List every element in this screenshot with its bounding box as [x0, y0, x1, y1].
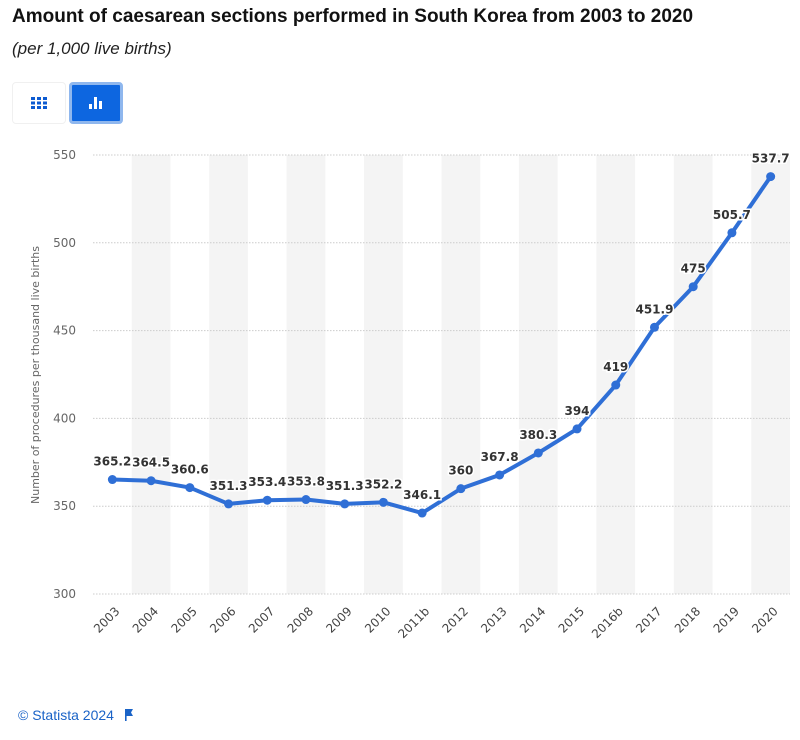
data-point	[262, 495, 272, 505]
x-tick-label: 2009	[323, 604, 354, 635]
x-tick-label: 2016b	[589, 604, 626, 641]
data-label: 364.5	[132, 456, 170, 470]
category-band	[364, 155, 403, 594]
data-label: 351.3	[326, 479, 364, 493]
data-point	[611, 380, 621, 390]
x-tick-label: 2012	[439, 604, 470, 635]
category-band	[131, 155, 171, 594]
data-label: 353.8	[287, 475, 325, 489]
data-label: 451.9	[635, 302, 673, 316]
data-label: 380.3	[519, 428, 557, 442]
x-tick-label: 2018	[672, 604, 703, 635]
data-point	[340, 499, 350, 509]
data-point	[727, 228, 737, 238]
x-tick-label: 2008	[285, 604, 316, 635]
data-point	[688, 282, 698, 292]
line-chart: 300 350 400 450 500 550 Number of procedures p…	[29, 148, 791, 641]
y-tick-label: 450	[53, 324, 76, 338]
x-tick-label: 2019	[711, 604, 742, 635]
data-label: 353.4	[248, 475, 286, 489]
flag-icon[interactable]	[124, 709, 134, 721]
category-band	[441, 155, 481, 594]
x-tick-label: 2010	[362, 604, 393, 635]
data-point	[572, 424, 582, 434]
series-line	[110, 174, 773, 516]
chart-subtitle: (per 1,000 live births)	[12, 39, 172, 58]
data-point	[649, 322, 659, 332]
x-tick-label: 2005	[168, 604, 199, 635]
chart-title: Amount of caesarean sections performed i…	[12, 6, 694, 27]
data-point	[146, 476, 156, 486]
footer: © Statista 2024	[18, 707, 134, 723]
chart-view-button[interactable]	[69, 82, 123, 124]
data-label: 360.6	[171, 463, 209, 477]
x-tick-label: 2013	[478, 604, 509, 635]
data-label: 505.7	[713, 208, 751, 222]
data-label: 475	[681, 262, 706, 276]
category-band	[751, 155, 790, 594]
copyright[interactable]: © Statista 2024	[18, 707, 114, 723]
x-tick-label: 2007	[246, 604, 277, 635]
data-label: 367.8	[481, 450, 519, 464]
data-label: 360	[448, 464, 473, 478]
category-band	[673, 155, 713, 594]
data-label: 351.3	[210, 479, 248, 493]
data-label: 537.7	[752, 152, 790, 166]
category-band	[518, 155, 558, 594]
data-label: 365.2	[93, 455, 131, 469]
x-tick-label: 2020	[749, 604, 780, 635]
data-label: 419	[603, 360, 628, 374]
data-label: 352.2	[364, 477, 402, 491]
category-band	[596, 155, 636, 594]
x-tick-label: 2015	[556, 604, 587, 635]
data-point	[533, 448, 543, 458]
y-tick-label: 400	[53, 411, 76, 425]
grid-icon	[31, 97, 47, 109]
data-point	[766, 172, 776, 182]
y-tick-label: 300	[53, 587, 76, 601]
x-tick-label: 2006	[207, 604, 238, 635]
data-label: 346.1	[403, 488, 441, 502]
y-axis-label: Number of procedures per thousand live b…	[29, 246, 42, 504]
y-tick-label: 500	[53, 236, 76, 250]
data-point	[456, 484, 466, 494]
data-label: 394	[564, 404, 589, 418]
data-point	[417, 508, 427, 518]
category-band	[209, 155, 248, 594]
data-point	[495, 470, 505, 480]
category-band	[286, 155, 326, 594]
data-point	[224, 499, 234, 509]
x-tick-label: 2004	[130, 604, 161, 635]
table-view-button[interactable]	[12, 82, 66, 124]
data-point	[107, 475, 117, 485]
y-tick-label: 350	[53, 499, 76, 513]
x-tick-label: 2014	[517, 604, 548, 635]
x-tick-label: 2017	[633, 604, 664, 635]
x-tick-label: 2003	[91, 604, 122, 635]
data-point	[185, 483, 195, 493]
data-point	[301, 495, 311, 505]
y-tick-label: 550	[53, 148, 76, 162]
x-tick-label: 2011b	[395, 604, 432, 641]
data-point	[378, 497, 388, 507]
bar-chart-icon	[89, 97, 102, 109]
